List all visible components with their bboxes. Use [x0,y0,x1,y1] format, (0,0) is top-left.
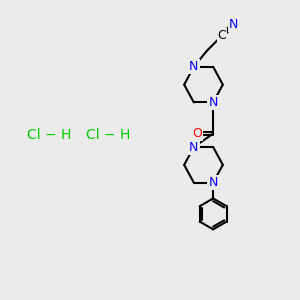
Text: Cl − H: Cl − H [86,128,130,142]
Text: N: N [208,176,218,189]
Text: N: N [229,18,238,31]
Text: N: N [208,96,218,109]
Text: C: C [218,29,226,42]
Text: N: N [189,140,199,154]
Text: O: O [192,127,202,140]
Text: Cl − H: Cl − H [27,128,71,142]
Text: N: N [189,60,199,73]
